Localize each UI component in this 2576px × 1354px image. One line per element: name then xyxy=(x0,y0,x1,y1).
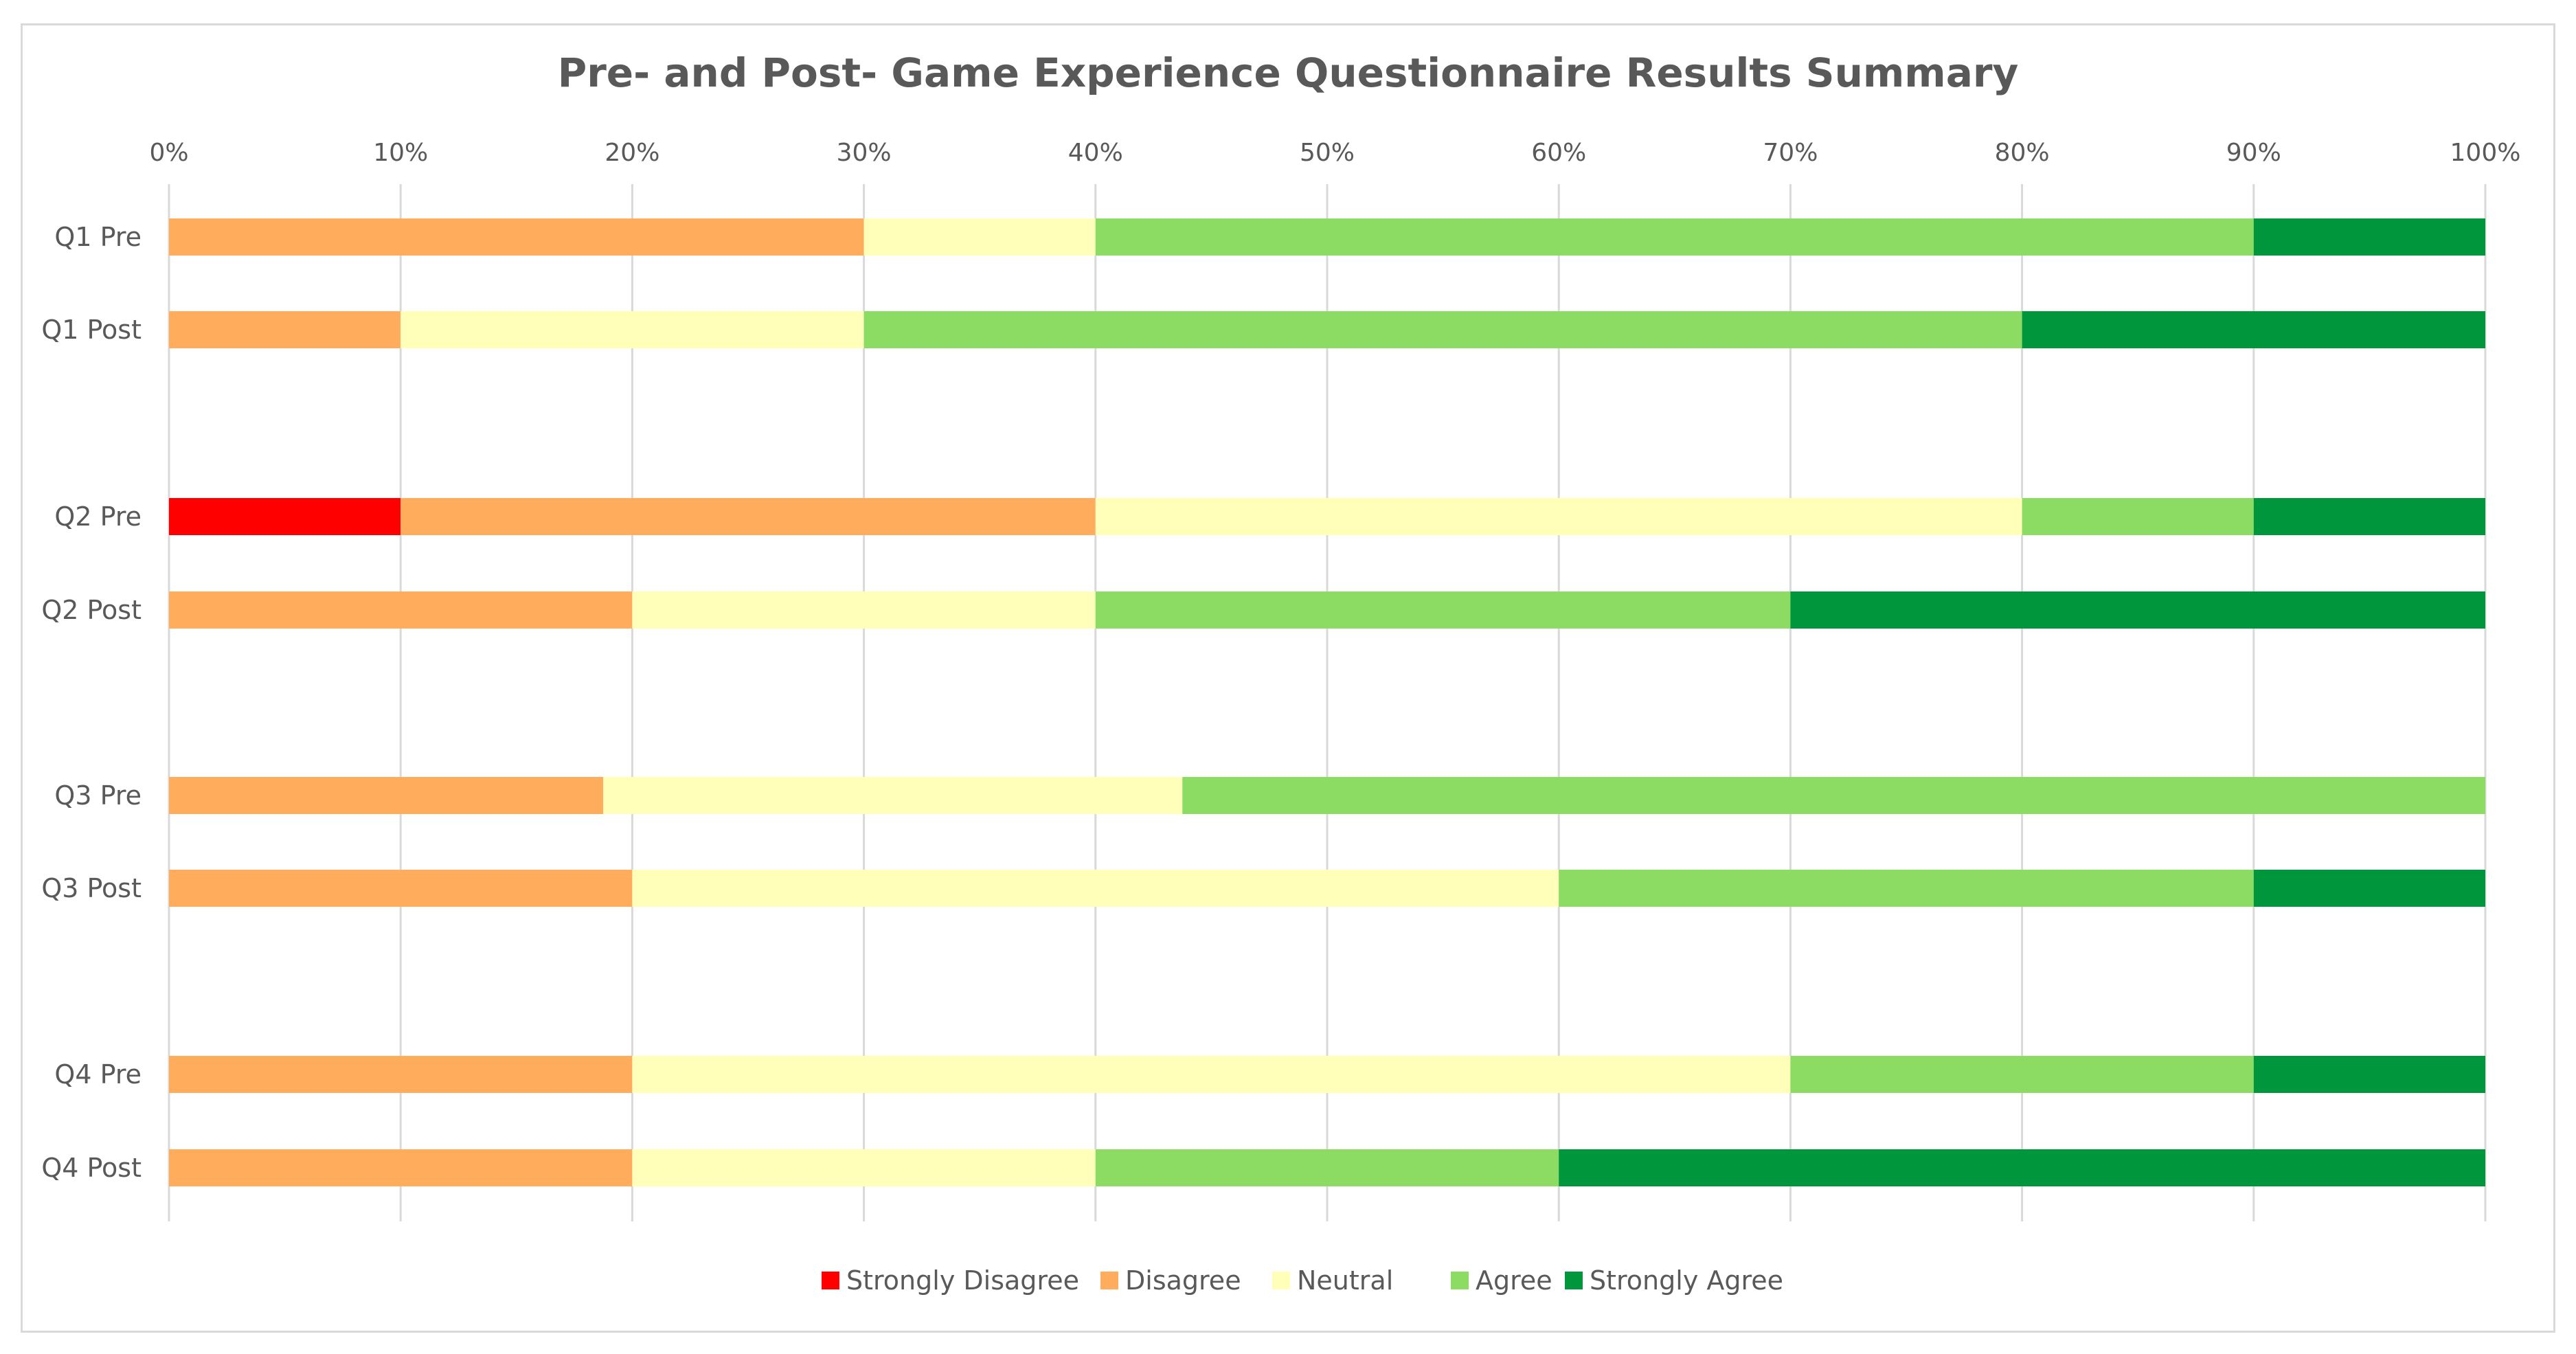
bar-segment xyxy=(169,591,633,629)
x-tick-label: 0% xyxy=(149,139,188,167)
legend-swatch xyxy=(1100,1272,1118,1289)
legend-label: Disagree xyxy=(1125,1265,1241,1296)
bar-segment xyxy=(1790,1056,2254,1093)
bar-segment xyxy=(632,870,1559,907)
bar-segment xyxy=(2022,311,2485,348)
legend-swatch xyxy=(1451,1272,1469,1289)
x-tick-label: 30% xyxy=(837,139,892,167)
bar-segment xyxy=(400,311,864,348)
bar-segment xyxy=(1790,591,2485,629)
bar-segment xyxy=(632,1149,1096,1186)
bar-segment xyxy=(1095,591,1791,629)
bar-segment xyxy=(863,218,1096,256)
x-tick-label: 80% xyxy=(1995,139,2050,167)
category-label: Q2 Post xyxy=(41,595,142,625)
x-tick-label: 70% xyxy=(1763,139,1818,167)
legend-label: Strongly Disagree xyxy=(846,1265,1079,1296)
bar-segment xyxy=(2253,218,2485,256)
legend-label: Agree xyxy=(1476,1265,1552,1296)
bar-segment xyxy=(2253,1056,2485,1093)
bar-segment xyxy=(169,777,604,814)
x-tick-label: 20% xyxy=(605,139,659,167)
bar-segment xyxy=(2022,498,2254,535)
category-label: Q3 Post xyxy=(41,873,142,903)
bar-segment xyxy=(1095,498,2022,535)
x-tick-label: 50% xyxy=(1300,139,1355,167)
bar-segment xyxy=(169,498,401,535)
bar-segment xyxy=(603,777,1183,814)
category-label: Q3 Pre xyxy=(54,780,142,811)
bar-segment xyxy=(169,870,633,907)
x-tick-label: 40% xyxy=(1068,139,1123,167)
category-label: Q1 Pre xyxy=(54,222,142,252)
bar-segment xyxy=(1095,218,2254,256)
legend-label: Strongly Agree xyxy=(1590,1265,1783,1296)
category-label: Q1 Post xyxy=(41,315,142,345)
bar-segment xyxy=(632,591,1096,629)
bar-segment xyxy=(2253,870,2485,907)
category-label: Q4 Post xyxy=(41,1153,142,1183)
bar-segment xyxy=(169,311,401,348)
bar-segment xyxy=(863,311,2022,348)
bar-segment xyxy=(400,498,1096,535)
legend-label: Neutral xyxy=(1297,1265,1393,1296)
x-tick-label: 100% xyxy=(2450,139,2521,167)
x-tick-label: 90% xyxy=(2226,139,2281,167)
bar-segment xyxy=(169,1056,633,1093)
legend-swatch xyxy=(822,1272,839,1289)
bar-segment xyxy=(169,1149,633,1186)
bar-segment xyxy=(2253,498,2485,535)
bar-segment xyxy=(169,218,864,256)
legend-swatch xyxy=(1272,1272,1290,1289)
legend-swatch xyxy=(1565,1272,1583,1289)
category-label: Q4 Pre xyxy=(54,1059,142,1090)
bar-segment xyxy=(1559,870,2254,907)
bar-segment xyxy=(1095,1149,1559,1186)
bar-segment xyxy=(1559,1149,2485,1186)
x-tick-label: 10% xyxy=(373,139,428,167)
category-label: Q2 Pre xyxy=(54,501,142,532)
chart-title: Pre- and Post- Game Experience Questionn… xyxy=(557,49,2019,96)
x-tick-label: 60% xyxy=(1531,139,1586,167)
bar-segment xyxy=(1182,777,2485,814)
bar-segment xyxy=(632,1056,1791,1093)
